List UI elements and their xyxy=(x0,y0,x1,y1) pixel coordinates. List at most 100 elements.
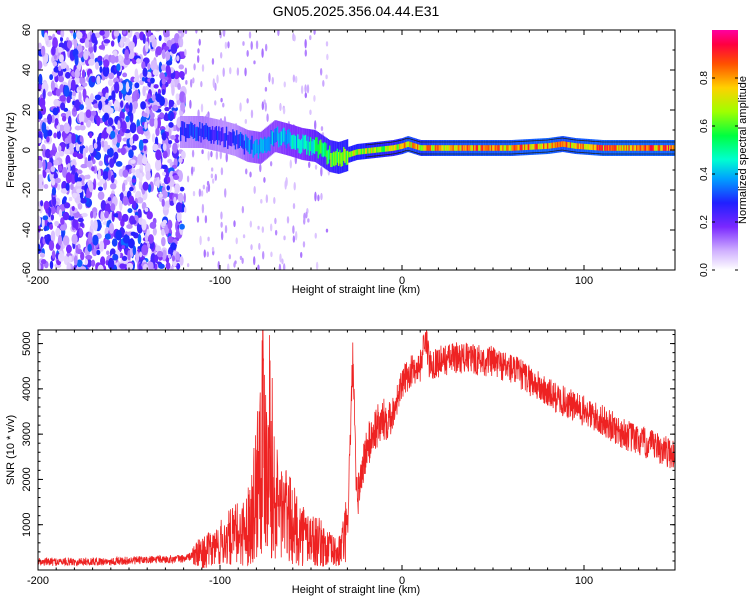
heatmap-ridge-cell xyxy=(523,144,526,151)
heatmap-ridge-cell xyxy=(502,145,504,151)
heatmap-ridge-cell xyxy=(476,145,479,151)
heatmap-noise-cell xyxy=(56,130,62,140)
heatmap-noise-cell xyxy=(167,158,173,164)
heatmap-noise-cell xyxy=(167,127,172,139)
heatmap-ridge-cell xyxy=(438,145,440,151)
heatmap-ridge-cell xyxy=(246,136,248,151)
heatmap-noise-cell xyxy=(309,35,312,41)
heatmap-noise-cell xyxy=(292,225,295,234)
heatmap-ridge-cell xyxy=(465,145,467,151)
heatmap-noise-cell xyxy=(58,54,64,63)
heatmap-noise-cell xyxy=(242,41,245,46)
heatmap-noise-cell xyxy=(49,223,54,230)
heatmap-noise-cell xyxy=(260,198,263,204)
heatmap-noise-cell xyxy=(250,244,253,251)
heatmap-ridge-cell xyxy=(448,145,451,151)
heatmap-ridge-cell xyxy=(627,145,629,151)
heatmap-ridge-cell xyxy=(630,145,633,151)
heatmap-ridge-cell xyxy=(520,144,522,151)
heatmap-noise-cell xyxy=(38,243,41,254)
heatmap-ridge-cell xyxy=(286,130,289,145)
heatmap-noise-cell xyxy=(76,153,84,160)
heatmap-noise-cell xyxy=(250,109,254,119)
heatmap-noise-cell xyxy=(198,38,201,46)
heatmap-noise-cell xyxy=(165,51,171,61)
heatmap-noise-cell xyxy=(87,243,92,252)
heatmap-noise-cell xyxy=(97,186,103,192)
heatmap-noise-cell xyxy=(58,65,62,72)
heatmap-noise-cell xyxy=(166,60,173,66)
heatmap-noise-cell xyxy=(185,80,188,85)
heatmap-noise-cell xyxy=(85,105,93,111)
heatmap-ridge-cell xyxy=(279,132,281,147)
heatmap-ridge-cell xyxy=(284,130,286,145)
heatmap-ridge-cell xyxy=(662,145,665,151)
heatmap-noise-cell xyxy=(62,235,70,246)
heatmap-noise-cell xyxy=(155,46,163,56)
heatmap-ridge-cell xyxy=(437,145,439,151)
heatmap-ridge-cell xyxy=(224,133,226,148)
heatmap-ridge-cell xyxy=(244,134,247,149)
heatmap-ridge-cell xyxy=(248,140,251,155)
heatmap-noise-cell xyxy=(279,253,282,263)
heatmap-noise-cell xyxy=(77,86,85,91)
heatmap-ridge-cell xyxy=(223,133,225,148)
heatmap-noise-cell xyxy=(91,110,97,117)
heatmap-noise-cell xyxy=(161,49,166,60)
heatmap-noise-cell xyxy=(134,82,140,89)
heatmap-ridge-cell xyxy=(388,145,391,152)
heatmap-noise-cell xyxy=(121,121,127,133)
heatmap-ridge-cell xyxy=(527,144,530,150)
heatmap-ridge-cell xyxy=(545,143,547,149)
heatmap-noise-cell xyxy=(126,262,134,270)
heatmap-ridge-cell xyxy=(492,145,494,151)
heatmap-noise-cell xyxy=(170,43,178,55)
heatmap-noise-cell xyxy=(150,253,156,265)
heatmap-noise-cell xyxy=(43,225,48,232)
heatmap-ridge-cell xyxy=(397,144,400,150)
colorbar-tick-label: 0.8 xyxy=(699,71,710,85)
heatmap-noise-cell xyxy=(103,140,108,148)
heatmap-noise-cell xyxy=(86,160,92,168)
snr-y-tick-label: 5000 xyxy=(21,331,33,355)
heatmap-ridge-cell xyxy=(462,145,465,151)
heatmap-noise-cell xyxy=(52,196,57,207)
heatmap-ridge-cell xyxy=(390,145,392,152)
heatmap-noise-cell xyxy=(101,140,105,148)
heatmap-noise-cell xyxy=(126,224,133,230)
heatmap-noise-cell xyxy=(156,250,164,258)
heatmap-noise-cell xyxy=(207,236,210,242)
heatmap-noise-cell xyxy=(155,245,162,253)
heatmap-ridge-cell xyxy=(498,145,500,151)
heatmap-noise-cell xyxy=(193,63,196,71)
heatmap-ridge-cell xyxy=(219,131,221,146)
heatmap-noise-cell xyxy=(131,219,137,225)
heatmap-ridge-cell xyxy=(256,139,258,154)
heatmap-ridge-cell xyxy=(469,145,471,151)
heatmap-noise-cell xyxy=(86,174,91,180)
heatmap-ridge-cell xyxy=(185,127,187,142)
heatmap-ridge-cell xyxy=(428,145,430,151)
heatmap-noise-cell xyxy=(151,133,156,143)
heatmap-ridge-cell xyxy=(247,138,249,153)
heatmap-ridge-cell xyxy=(587,144,590,150)
heatmap-ridge-cell xyxy=(363,148,365,155)
heatmap-ridge-cell xyxy=(478,145,480,151)
heatmap-noise-cell xyxy=(246,50,249,57)
heatmap-noise-cell xyxy=(113,151,119,160)
heatmap-noise-cell xyxy=(88,58,95,66)
heatmap-ridge-cell xyxy=(614,145,616,151)
heatmap-ridge-cell xyxy=(541,143,544,150)
heatmap-noise-cell xyxy=(79,221,84,227)
heatmap-noise-cell xyxy=(71,205,75,212)
heatmap-noise-cell xyxy=(107,147,114,158)
heatmap-ridge-cell xyxy=(563,141,565,147)
heatmap-noise-cell xyxy=(40,105,47,116)
heatmap-noise-cell xyxy=(151,93,156,102)
heatmap-noise-cell xyxy=(153,84,159,89)
heatmap-noise-cell xyxy=(78,91,82,103)
heatmap-noise-cell xyxy=(79,104,85,110)
heatmap-ridge-cell xyxy=(365,148,368,154)
heatmap-noise-cell xyxy=(141,61,146,70)
heatmap-noise-cell xyxy=(214,100,217,106)
